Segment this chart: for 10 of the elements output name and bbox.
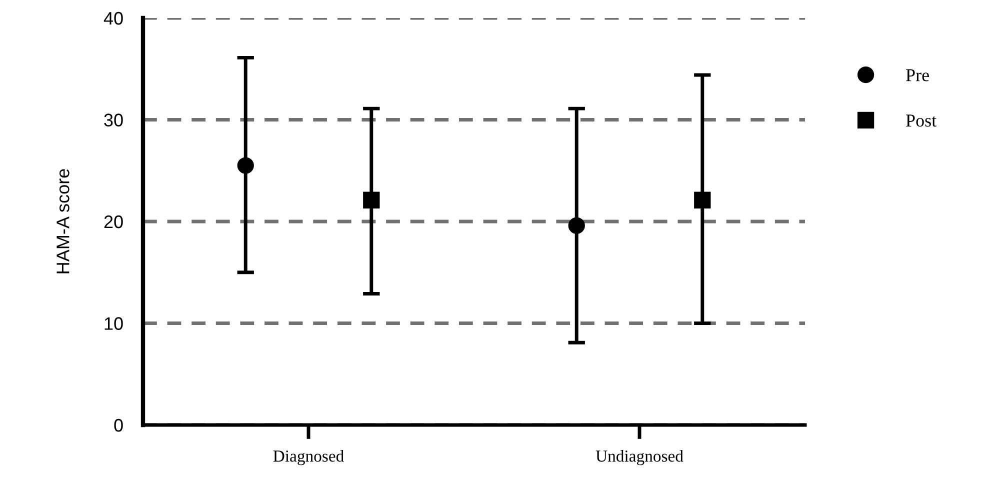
y-tick-label: 40: [104, 12, 123, 25]
y-tick-label: 30: [104, 114, 123, 126]
y-tick-label: 10: [104, 317, 123, 330]
y-axis-title: HAM-A score: [56, 169, 70, 274]
legend-label: Post: [906, 114, 937, 127]
legend-label: Pre: [906, 69, 929, 82]
x-tick-label: Diagnosed: [273, 450, 344, 466]
y-tick-label: 0: [114, 418, 123, 432]
x-tick-label: Undiagnosed: [596, 450, 684, 466]
y-tick-label: 20: [104, 215, 123, 228]
